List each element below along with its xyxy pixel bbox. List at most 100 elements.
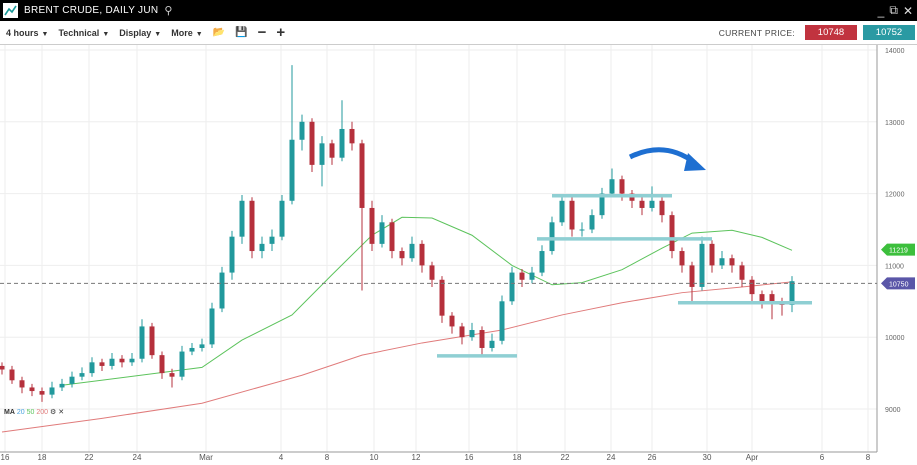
candle-body [669,215,675,252]
candle-body [119,358,125,363]
display-label: Display [119,27,152,38]
candle-body [49,387,55,395]
candle-body [789,281,795,305]
candle [559,195,565,226]
zoom-out-icon[interactable]: − [257,24,267,41]
y-tick-label: 9000 [885,407,901,414]
candle-body [149,326,155,356]
candle [369,200,375,252]
trend-arrow-icon [628,147,697,166]
candle [189,342,195,356]
price-chart[interactable]: 16 18 22 24 Mar 4 8 10 12 16 18 22 24 26 30 Apr 6 8 9000 10… [0,45,917,465]
chevron-down-icon: ▼ [102,30,110,38]
candle [179,345,185,381]
candle [599,187,605,219]
price-tag [881,277,915,290]
chevron-down-icon: ▼ [195,30,203,38]
candle-body [159,355,165,374]
candle-body [759,294,765,302]
candle-body [479,330,485,348]
candle [159,351,165,379]
candle-body [439,279,445,316]
x-tick-label: 12 [412,453,421,462]
x-tick-label: 24 [607,453,616,462]
candle-body [199,344,205,348]
candle [589,209,595,234]
candle [129,352,135,366]
candle [759,290,765,309]
candle-body [339,128,345,158]
candle-body [639,200,645,208]
candle [359,139,365,291]
x-tick-label: 26 [648,453,657,462]
candle-body [719,258,725,266]
candle-body [569,200,575,230]
candle [99,358,105,371]
candle [639,197,645,216]
candle-body [139,326,145,359]
candle [389,218,395,259]
candle-body [399,251,405,259]
candle [89,357,95,377]
y-tick-label: 14000 [885,48,905,55]
ma-period-20: 20 [16,409,25,416]
candle-body [549,222,555,252]
y-tick-label: 11000 [885,263,904,270]
open-folder-icon[interactable]: 📂 [212,27,226,38]
candle [579,222,585,237]
interval-dropdown[interactable]: 4 hours ▼ [6,28,48,38]
candle [219,266,225,313]
search-icon[interactable]: ⚲ [164,5,173,17]
candle [259,236,265,259]
candle [649,186,655,212]
display-dropdown[interactable]: Display ▼ [119,28,161,38]
candle [149,322,155,359]
candle-body [299,121,305,140]
sell-price-button[interactable]: 10748 [805,25,857,40]
minimize-icon[interactable]: _ [877,3,885,18]
candle-body [239,200,245,237]
candle-body [319,143,325,165]
candle-body [599,193,605,216]
candle [489,333,495,352]
candle [549,216,555,255]
ma-50-line [61,216,793,386]
window-title: BRENT CRUDE, DAILY JUN [24,5,159,16]
candle [539,245,545,277]
buy-price-button[interactable]: 10752 [863,25,915,40]
candle-body [579,229,585,231]
candle [529,266,535,284]
x-tick-label: Mar [199,453,213,462]
candle [709,240,715,273]
ma-period-200: 200 [36,409,49,416]
save-icon[interactable]: 💾 [235,27,248,38]
gear-icon[interactable]: ⚙ [49,409,57,416]
x-tick-label: 10 [370,453,379,462]
close-icon[interactable]: ✕ [58,409,65,416]
candle [679,247,685,273]
candle-body [309,121,315,165]
candle-body [349,128,355,144]
candle-body [369,207,375,244]
chevron-down-icon: ▼ [41,30,49,38]
x-tick-label: 16 [465,453,474,462]
trend-arrow-head-icon [684,153,706,171]
candle [419,240,425,273]
more-dropdown[interactable]: More ▼ [171,28,202,38]
candle [689,261,695,302]
technical-dropdown[interactable]: Technical ▼ [58,28,109,38]
chart-logo-icon [3,3,18,18]
candle [659,197,665,223]
candle [699,236,705,291]
candle [629,190,635,208]
candle-body [259,243,265,252]
popout-icon[interactable]: ⧉ [889,3,898,17]
x-tick-label: 8 [325,453,330,462]
close-icon[interactable]: ✕ [902,3,913,18]
candle-body [99,362,105,366]
candle-body [289,139,295,201]
candle [339,100,345,162]
candle-body [269,236,275,244]
zoom-in-icon[interactable]: + [276,24,286,41]
candle-body [769,294,775,302]
